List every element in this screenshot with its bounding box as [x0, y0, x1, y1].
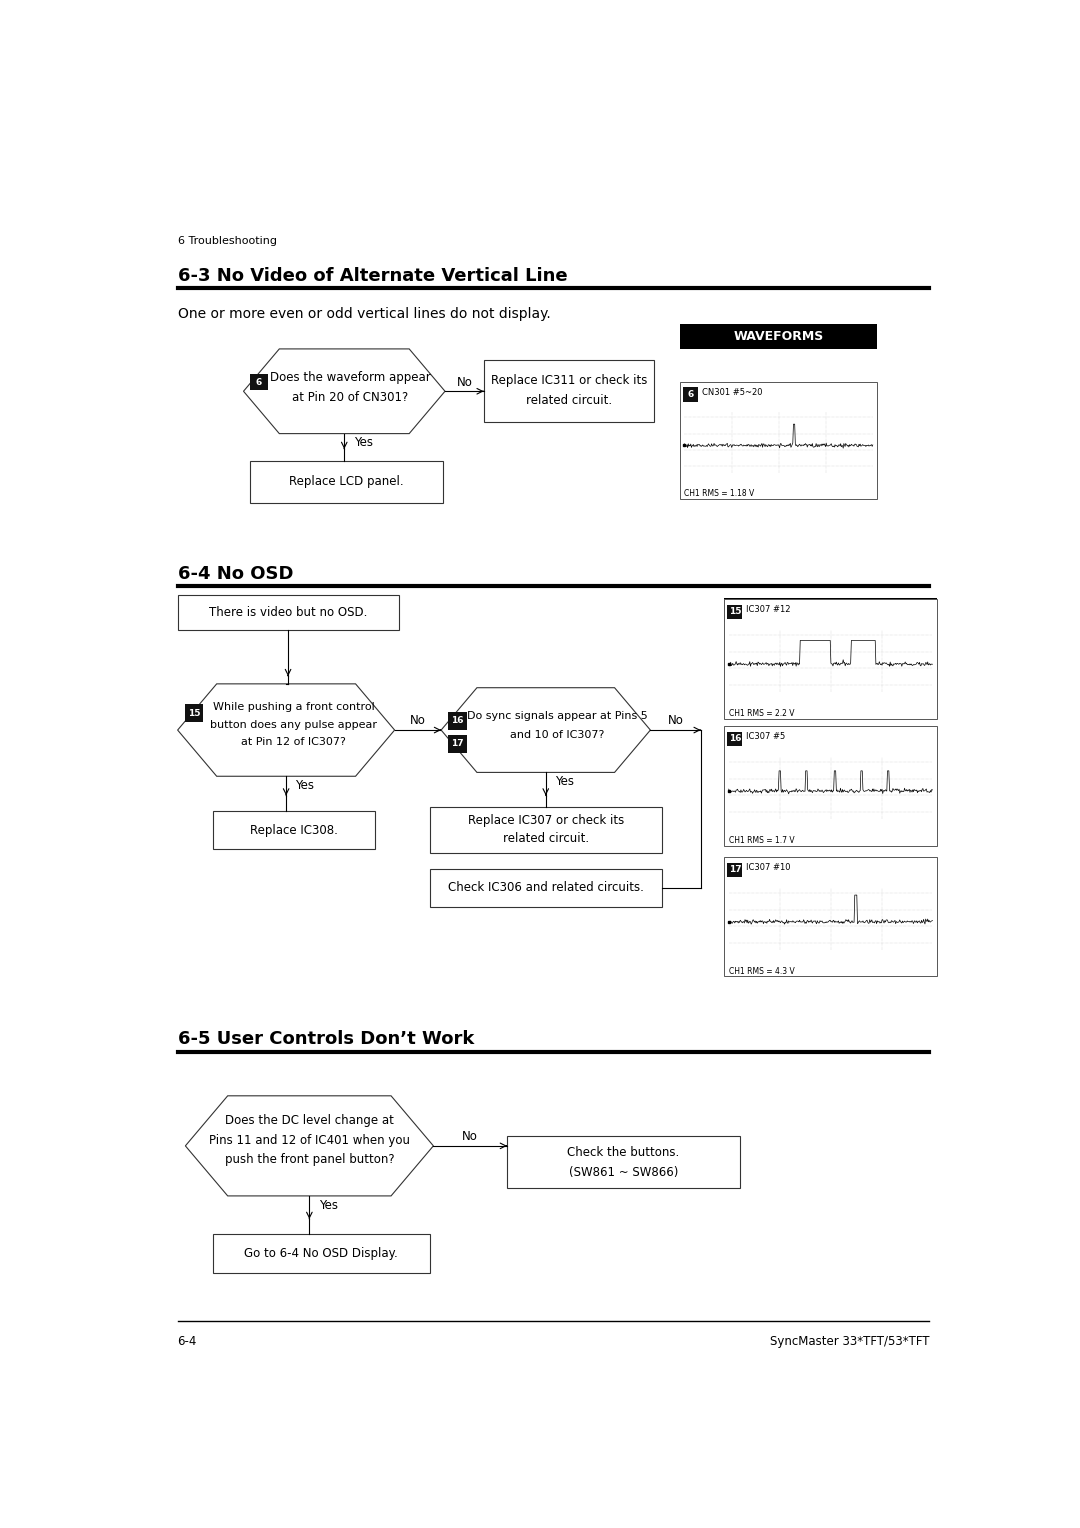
Text: There is video but no OSD.: There is video but no OSD. [208, 605, 367, 619]
FancyBboxPatch shape [448, 735, 467, 753]
Text: Replace IC311 or check its: Replace IC311 or check its [490, 374, 647, 387]
Text: Replace IC307 or check its: Replace IC307 or check its [468, 813, 624, 827]
FancyBboxPatch shape [724, 726, 937, 845]
Text: 16: 16 [729, 735, 741, 744]
Text: IC307 #12: IC307 #12 [745, 605, 791, 614]
Text: 6-3 No Video of Alternate Vertical Line: 6-3 No Video of Alternate Vertical Line [177, 266, 567, 284]
Text: CH1 RMS = 4.3 V: CH1 RMS = 4.3 V [729, 967, 795, 975]
FancyBboxPatch shape [185, 704, 203, 723]
Text: Yes: Yes [296, 779, 314, 792]
FancyBboxPatch shape [430, 868, 662, 908]
Text: CH1 RMS = 2.2 V: CH1 RMS = 2.2 V [729, 709, 794, 718]
Text: Yes: Yes [319, 1198, 338, 1212]
Polygon shape [177, 685, 394, 776]
Text: 16: 16 [451, 717, 463, 726]
FancyBboxPatch shape [728, 862, 742, 877]
Text: related circuit.: related circuit. [502, 833, 589, 845]
Text: IC307 #5: IC307 #5 [745, 732, 785, 741]
Text: Yes: Yes [353, 437, 373, 449]
FancyBboxPatch shape [724, 597, 937, 622]
Text: CN301 #5~20: CN301 #5~20 [702, 388, 762, 397]
FancyBboxPatch shape [249, 460, 444, 503]
Text: 6-4 No OSD: 6-4 No OSD [177, 564, 293, 582]
Text: push the front panel button?: push the front panel button? [225, 1154, 394, 1166]
Text: (SW861 ~ SW866): (SW861 ~ SW866) [568, 1166, 678, 1178]
Text: 6 Troubleshooting: 6 Troubleshooting [177, 235, 276, 246]
FancyBboxPatch shape [448, 712, 467, 730]
Text: WAVEFORMS: WAVEFORMS [785, 604, 876, 616]
Text: Yes: Yes [555, 775, 575, 788]
FancyBboxPatch shape [213, 811, 375, 850]
FancyBboxPatch shape [728, 605, 742, 619]
FancyBboxPatch shape [724, 857, 937, 976]
Text: related circuit.: related circuit. [526, 394, 612, 406]
Text: Replace LCD panel.: Replace LCD panel. [289, 475, 404, 489]
Text: 6: 6 [688, 390, 693, 399]
FancyBboxPatch shape [430, 807, 662, 853]
Text: at Pin 12 of IC307?: at Pin 12 of IC307? [242, 738, 347, 747]
Polygon shape [186, 1096, 433, 1196]
Text: 15: 15 [188, 709, 200, 718]
Text: SyncMaster 33*TFT/53*TFT: SyncMaster 33*TFT/53*TFT [770, 1334, 930, 1348]
FancyBboxPatch shape [507, 1135, 740, 1189]
Text: Does the DC level change at: Does the DC level change at [225, 1114, 394, 1128]
Text: at Pin 20 of CN301?: at Pin 20 of CN301? [293, 391, 408, 403]
FancyBboxPatch shape [724, 599, 937, 718]
Text: CH1 RMS = 1.18 V: CH1 RMS = 1.18 V [685, 489, 755, 498]
Text: No: No [410, 714, 426, 727]
Text: Check IC306 and related circuits.: Check IC306 and related circuits. [448, 882, 644, 894]
Text: No: No [667, 714, 684, 727]
Text: 6-5 User Controls Don’t Work: 6-5 User Controls Don’t Work [177, 1030, 474, 1048]
Text: While pushing a front control: While pushing a front control [213, 701, 375, 712]
FancyBboxPatch shape [679, 324, 877, 348]
Text: No: No [457, 376, 472, 388]
Text: Do sync signals appear at Pins 5: Do sync signals appear at Pins 5 [467, 711, 648, 721]
FancyBboxPatch shape [251, 373, 268, 391]
FancyBboxPatch shape [213, 1235, 430, 1273]
Text: Replace IC308.: Replace IC308. [249, 824, 338, 837]
FancyBboxPatch shape [484, 361, 654, 422]
Polygon shape [441, 688, 650, 773]
Text: 17: 17 [451, 740, 463, 749]
FancyBboxPatch shape [684, 388, 698, 402]
Text: One or more even or odd vertical lines do not display.: One or more even or odd vertical lines d… [177, 307, 551, 321]
Text: Does the waveform appear: Does the waveform appear [270, 371, 431, 384]
Text: Go to 6-4 No OSD Display.: Go to 6-4 No OSD Display. [244, 1247, 397, 1261]
Text: Check the buttons.: Check the buttons. [567, 1146, 679, 1158]
FancyBboxPatch shape [177, 594, 399, 630]
Text: WAVEFORMS: WAVEFORMS [733, 330, 824, 344]
Text: 15: 15 [729, 607, 741, 616]
Text: 17: 17 [729, 865, 741, 874]
Text: and 10 of IC307?: and 10 of IC307? [510, 730, 605, 741]
FancyBboxPatch shape [679, 382, 877, 500]
Text: Pins 11 and 12 of IC401 when you: Pins 11 and 12 of IC401 when you [208, 1134, 410, 1148]
Text: No: No [462, 1131, 478, 1143]
Text: IC307 #10: IC307 #10 [745, 863, 791, 872]
Polygon shape [243, 348, 445, 434]
Text: 6-4: 6-4 [177, 1334, 197, 1348]
Text: 6: 6 [256, 377, 262, 387]
Text: button does any pulse appear: button does any pulse appear [211, 720, 377, 730]
Text: CH1 RMS = 1.7 V: CH1 RMS = 1.7 V [729, 836, 794, 845]
FancyBboxPatch shape [728, 732, 742, 746]
